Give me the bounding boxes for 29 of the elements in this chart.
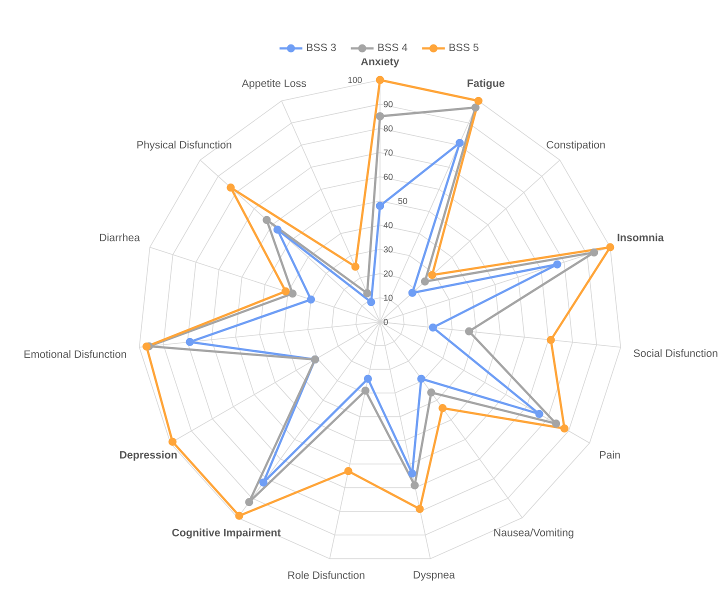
y-tick-label: 80: [384, 125, 393, 132]
spoke-label: Appetite Loss: [242, 79, 306, 90]
y-tick-label: 90: [384, 101, 393, 108]
y-tick-label: 60: [384, 174, 393, 180]
spoke-label: Social Disfunction: [634, 349, 718, 357]
spoke-label: Pain: [600, 450, 620, 459]
legend-label: BSS 5: [450, 44, 478, 52]
y-tick-label: 0: [384, 318, 388, 326]
y-tick-label: 30: [384, 246, 393, 252]
spoke-label: Dyspnea: [414, 571, 456, 581]
spoke-label: Anxiety: [361, 57, 400, 68]
spoke-label: Cognitive Impairment: [172, 528, 281, 539]
spoke-label: Fatigue: [468, 79, 504, 90]
spoke-label: Constipation: [546, 140, 605, 151]
legend-label: BSS 4: [378, 44, 408, 52]
spoke-label: Role Disfunction: [288, 571, 364, 579]
y-tick-label: 100: [348, 76, 362, 84]
y-tick-label: 50: [398, 198, 408, 204]
spoke-label: Nausea/Vomiting: [494, 528, 574, 538]
spoke-label: Physical Disfunction: [137, 140, 232, 151]
spoke-label: Depression: [120, 450, 177, 461]
spoke-label: Diarrhea: [100, 233, 140, 242]
spoke-label: Insomnia: [618, 233, 664, 242]
y-tick-label: 10: [384, 294, 393, 301]
y-tick-label: 40: [384, 222, 393, 228]
legend-label: BSS 3: [307, 44, 336, 52]
y-tick-label: 70: [384, 150, 393, 156]
y-tick-label: 20: [384, 270, 393, 277]
spoke-label: Emotional Disfunction: [24, 350, 126, 358]
